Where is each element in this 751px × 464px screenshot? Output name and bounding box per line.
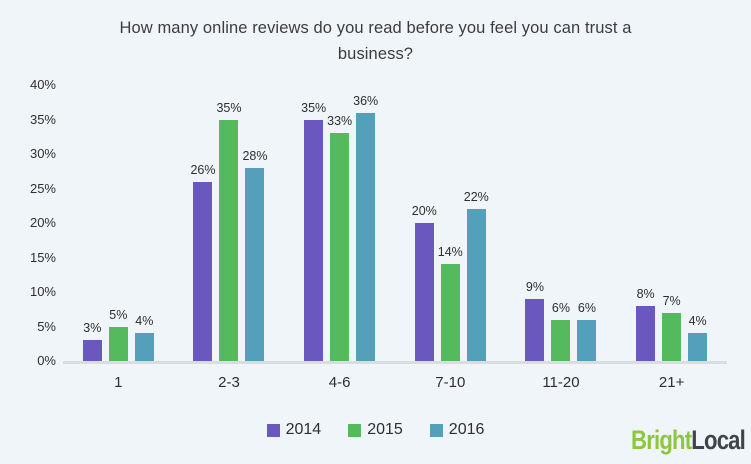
bar-value-label: 20% [411,204,437,218]
legend-item-2015: 2015 [348,421,403,439]
bar-value-label: 7% [662,293,681,308]
x-axis-line [63,361,727,364]
legend-item-2014: 2014 [266,421,322,439]
y-axis-tick-label: 25% [29,180,56,196]
bar-value-label: 6% [551,300,570,315]
y-axis-tick-label: 10% [29,284,56,299]
bar-2014-7-10: 20% [412,204,437,361]
bar-2014-21+: 8% [636,287,656,361]
bar-group-4-6: 35% 33% 36% 4-6 [301,85,378,391]
y-axis-tick-label: 40% [29,77,56,92]
bar-2014-2-3: 26% [190,163,216,361]
x-axis-category-label: 2-3 [218,374,240,391]
bar-2016-7-10: 22% [464,190,489,361]
logo-bright-text: Bright [631,425,692,455]
x-axis-category-label: 11-20 [542,374,580,391]
bar-value-label: 35% [301,100,327,115]
legend-label: 2016 [448,421,485,438]
bar-2016-1: 4% [134,314,154,361]
bar-value-label: 22% [463,190,489,205]
bar-value-label: 35% [216,100,242,115]
bar-value-label: 28% [242,148,268,163]
bar-value-label: 3% [83,321,102,336]
bar-value-label: 14% [437,245,463,260]
y-axis-tick-label: 30% [29,146,56,161]
bar-value-label: 8% [636,286,655,301]
y-axis-tick-label: 5% [37,318,56,334]
y-axis-tick-label: 35% [29,111,56,127]
bar-2014-1: 3% [82,321,102,361]
x-axis-category-label: 1 [114,374,123,391]
x-axis-category-label: 7-10 [435,374,466,391]
bar-2014-4-6: 35% [301,101,326,361]
bar-2016-2-3: 28% [242,149,268,361]
bar-2015-2-3: 35% [216,101,242,361]
bar-group-7-10: 20% 14% 22% 7-10 [412,85,489,391]
bar-value-label: 9% [525,279,544,294]
legend-label: 2015 [367,421,403,438]
legend-swatch-2015 [348,423,362,437]
bar-2015-21+: 7% [662,294,682,361]
bar-group-1: 3% 5% 4% 1 [82,85,154,391]
bar-2016-4-6: 36% [353,94,378,361]
bar-group-21+: 8% 7% 4% 21+ [636,85,708,391]
y-axis-tick-label: 20% [29,215,56,230]
brightlocal-logo: BrightLocal [631,425,746,456]
bar-2015-11-20: 6% [551,301,571,361]
legend: 2014 2015 2016 [0,421,751,439]
y-axis-tick-label: 15% [29,249,56,265]
bar-group-2-3: 26% 35% 28% 2-3 [190,85,268,392]
bar-2015-1: 5% [108,308,128,361]
bar-value-label: 26% [190,162,216,177]
x-axis-category-label: 4-6 [328,374,351,391]
bar-value-label: 33% [327,114,353,129]
bar-2016-11-20: 6% [577,301,597,361]
chart-title: How many online reviews do you read befo… [119,19,632,63]
logo-local-text: Local [691,425,746,455]
x-axis-category-label: 21+ [658,374,685,391]
bar-value-label: 5% [109,307,128,322]
bar-value-label: 6% [577,300,596,315]
y-axis-tick-label: 0% [37,353,56,368]
bar-2015-4-6: 33% [327,114,352,361]
bar-value-label: 4% [135,314,154,329]
legend-label: 2014 [285,421,322,438]
bar-group-11-20: 9% 6% 6% 11-20 [525,85,597,391]
bar-value-label: 36% [353,93,379,108]
legend-swatch-2016 [429,423,443,437]
bar-2014-11-20: 9% [525,280,545,361]
legend-item-2016: 2016 [429,421,485,439]
bar-2016-21+: 4% [688,314,708,361]
bar-2015-7-10: 14% [438,245,463,361]
plot-area: 3% 5% 4% 1 26% 35% 28% 2-3 35% 33% 36% 4-6 20% 14% 22%… [63,85,727,392]
bar-value-label: 4% [688,314,707,329]
legend-swatch-2014 [266,423,280,437]
